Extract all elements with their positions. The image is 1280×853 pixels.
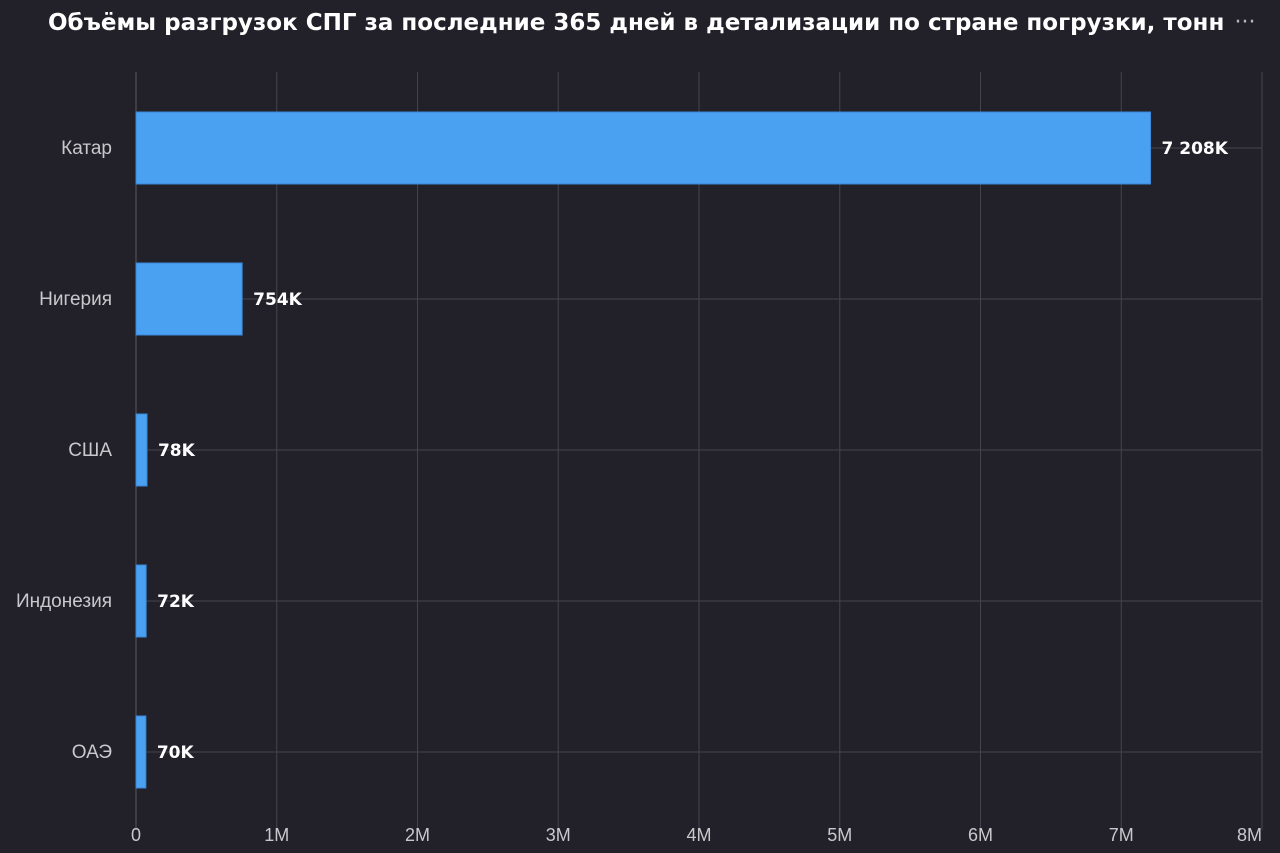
data-label: 70K <box>157 743 195 763</box>
data-label: 72K <box>157 592 195 612</box>
category-label: США <box>68 440 112 461</box>
bars <box>135 111 1152 789</box>
x-tick-label: 3M <box>546 825 571 845</box>
data-label: 754K <box>253 290 302 310</box>
x-tick-label: 7M <box>1109 825 1134 845</box>
x-tick-label: 4M <box>686 825 711 845</box>
x-tick-label: 1M <box>264 825 289 845</box>
bar <box>135 715 147 789</box>
x-tick-label: 6M <box>968 825 993 845</box>
category-label: Индонезия <box>16 591 112 612</box>
category-label: ОАЭ <box>72 742 112 763</box>
category-label: Катар <box>61 138 112 159</box>
data-label: 7 208K <box>1162 139 1229 159</box>
x-tick-label: 8M <box>1237 825 1262 845</box>
ellipsis-icon[interactable]: ··· <box>1234 10 1256 35</box>
chart-title: Объёмы разгрузок СПГ за последние 365 дн… <box>48 10 1225 36</box>
x-tick-label: 2M <box>405 825 430 845</box>
labels: 0 1M 2M 3M 4M 5M 6M 7M 8M Катар 7 208K Нигерия 754K С… <box>16 138 1262 845</box>
category-label: Нигерия <box>39 289 112 310</box>
bar <box>135 111 1152 185</box>
bar <box>135 262 243 336</box>
x-tick-label: 5M <box>827 825 852 845</box>
bar <box>135 413 148 487</box>
bar <box>135 564 147 638</box>
grid-lines <box>135 72 1263 830</box>
data-label: 78K <box>158 441 196 461</box>
x-tick-label: 0 <box>131 825 141 845</box>
